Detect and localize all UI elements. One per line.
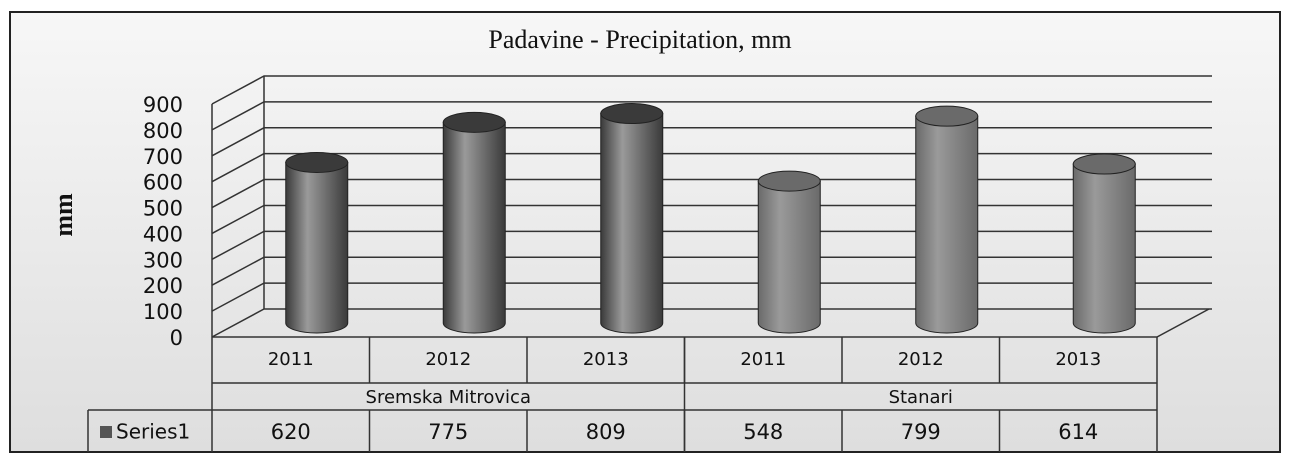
bar	[442, 111, 506, 334]
value-label: 799	[901, 420, 941, 444]
bar-top	[915, 105, 979, 127]
value-label: 809	[586, 420, 626, 444]
y-tick-label: 500	[143, 197, 183, 221]
bar-body	[442, 121, 506, 334]
category-label: 2013	[583, 349, 629, 370]
grid-line	[211, 75, 1212, 105]
bar-body	[1072, 163, 1136, 334]
bar-top	[600, 103, 664, 125]
value-label: 775	[428, 420, 468, 444]
value-label: 614	[1058, 420, 1098, 444]
grid-line	[211, 152, 1212, 183]
grid-line	[211, 308, 1212, 338]
bar	[285, 151, 349, 334]
grid-line	[211, 282, 1212, 312]
group-label: Stanari	[889, 387, 953, 408]
y-tick-label: 700	[143, 145, 183, 169]
y-tick-label: 600	[143, 171, 183, 195]
grid-line	[211, 178, 1212, 209]
y-tick-label: 300	[143, 248, 183, 272]
category-label: 2012	[425, 349, 471, 370]
bar-top	[1072, 153, 1136, 175]
y-tick-label: 0	[170, 326, 183, 350]
bar-top	[442, 111, 506, 133]
y-tick-label: 900	[143, 93, 183, 117]
bar-body	[915, 115, 979, 334]
bar-body	[757, 180, 821, 334]
grid-line	[211, 101, 1212, 131]
category-label: 2012	[898, 349, 944, 370]
chart-title: Padavine - Precipitation, mm	[488, 25, 791, 54]
category-label: 2013	[1055, 349, 1101, 370]
y-tick-label: 200	[143, 274, 183, 298]
value-label: 620	[271, 420, 311, 444]
category-label: 2011	[740, 349, 786, 370]
y-axis-label: mm	[49, 193, 78, 237]
bar-body	[600, 113, 664, 334]
grid-line	[211, 204, 1212, 235]
legend-swatch	[100, 426, 112, 438]
grid-line	[211, 256, 1212, 286]
y-tick-label: 800	[143, 119, 183, 143]
value-label: 548	[743, 420, 783, 444]
y-tick-label: 400	[143, 222, 183, 246]
category-label: 2011	[268, 349, 314, 370]
grid-line	[211, 230, 1212, 260]
bar-body	[285, 161, 349, 334]
bar	[1072, 153, 1136, 334]
bar	[757, 170, 821, 334]
legend-label: Series1	[116, 420, 190, 444]
grid-line	[211, 127, 1212, 157]
bar-top	[757, 170, 821, 192]
bar	[915, 105, 979, 334]
group-label: Sremska Mitrovica	[366, 387, 531, 408]
y-tick-label: 100	[143, 300, 183, 324]
bar	[600, 103, 664, 334]
bar-top	[285, 151, 349, 173]
